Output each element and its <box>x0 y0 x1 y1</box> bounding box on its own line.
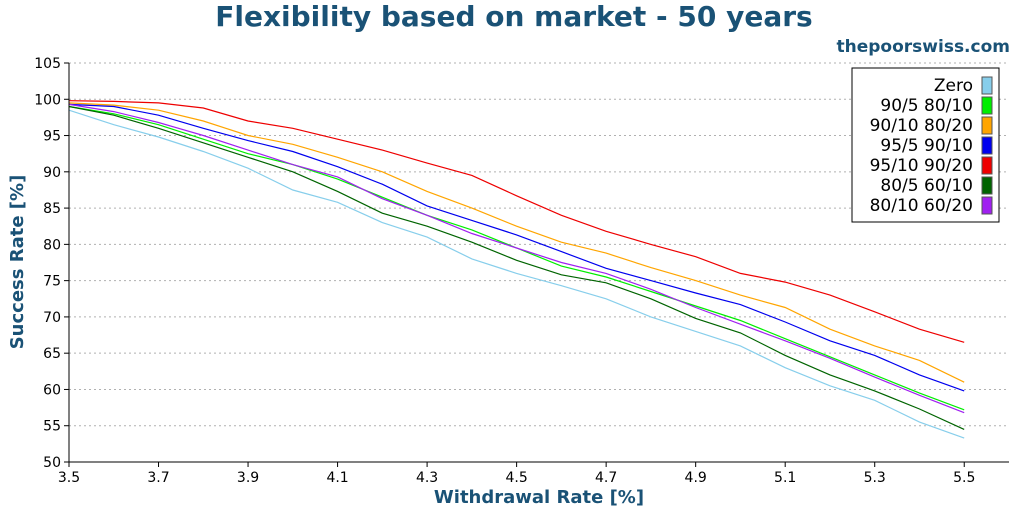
y-tick-label: 90 <box>43 165 61 181</box>
y-tick-label: 100 <box>34 92 61 108</box>
y-tick-label: 55 <box>43 419 61 435</box>
legend-label-90-5-80-10: 90/5 80/10 <box>880 96 973 116</box>
chart-title: Flexibility based on market - 50 years <box>215 0 812 33</box>
axes <box>64 62 1009 467</box>
legend-label-95-10-90-20: 95/10 90/20 <box>870 156 973 176</box>
legend-swatch-95-5-90-10 <box>981 136 993 155</box>
series-line-zero <box>68 109 965 439</box>
y-tick-label: 50 <box>43 455 61 471</box>
series-lines <box>68 100 965 439</box>
x-tick-label: 4.3 <box>416 470 438 486</box>
legend-swatch-80-10-60-20 <box>981 196 993 215</box>
legend-label-90-10-80-20: 90/10 80/20 <box>870 116 973 136</box>
series-line-80-5-60-10 <box>68 105 965 430</box>
legend-swatch-90-5-80-10 <box>981 96 993 115</box>
x-tick-label: 4.9 <box>685 470 707 486</box>
tick-labels: 50 55 60 65 70 75 80 85 90 95 100 105 3.5 3.7 3.9 4.1 4.… <box>34 56 975 486</box>
y-tick-label: 95 <box>43 129 61 145</box>
y-tick-label: 80 <box>43 237 61 253</box>
legend-swatch-90-10-80-20 <box>981 116 993 135</box>
y-tick-label: 60 <box>43 382 61 398</box>
x-tick-label: 5.3 <box>864 470 886 486</box>
legend-label-80-5-60-10: 80/5 60/10 <box>880 176 973 196</box>
series-line-80-10-60-20 <box>68 103 965 414</box>
legend-swatch-zero <box>981 76 993 95</box>
series-line-95-5-90-10 <box>68 103 965 392</box>
legend-label-95-5-90-10: 95/5 90/10 <box>880 136 973 156</box>
x-axis-label: Withdrawal Rate [%] <box>434 487 644 508</box>
x-tick-label: 5.1 <box>774 470 796 486</box>
x-tick-label: 5.5 <box>953 470 975 486</box>
x-tick-label: 3.5 <box>58 470 80 486</box>
y-tick-label: 65 <box>43 346 61 362</box>
x-tick-label: 3.9 <box>237 470 259 486</box>
x-tick-label: 4.7 <box>595 470 617 486</box>
x-tick-label: 4.5 <box>505 470 527 486</box>
y-axis-label: Success Rate [%] <box>7 175 28 350</box>
series-line-90-10-80-20 <box>68 102 965 383</box>
x-tick-label: 3.7 <box>147 470 169 486</box>
y-tick-label: 85 <box>43 201 61 217</box>
x-tick-label: 4.1 <box>326 470 348 486</box>
y-tick-label: 75 <box>43 274 61 290</box>
watermark: thepoorswiss.com <box>837 37 1011 57</box>
legend-swatch-95-10-90-20 <box>981 156 993 175</box>
legend-swatch-80-5-60-10 <box>981 176 993 195</box>
legend-label-zero: Zero <box>934 76 973 96</box>
y-tick-label: 105 <box>34 56 61 72</box>
y-tick-label: 70 <box>43 310 61 326</box>
series-line-95-10-90-20 <box>68 100 965 343</box>
grid <box>69 62 1009 427</box>
legend-box <box>851 67 1000 223</box>
legend-label-80-10-60-20: 80/10 60/20 <box>870 196 973 216</box>
